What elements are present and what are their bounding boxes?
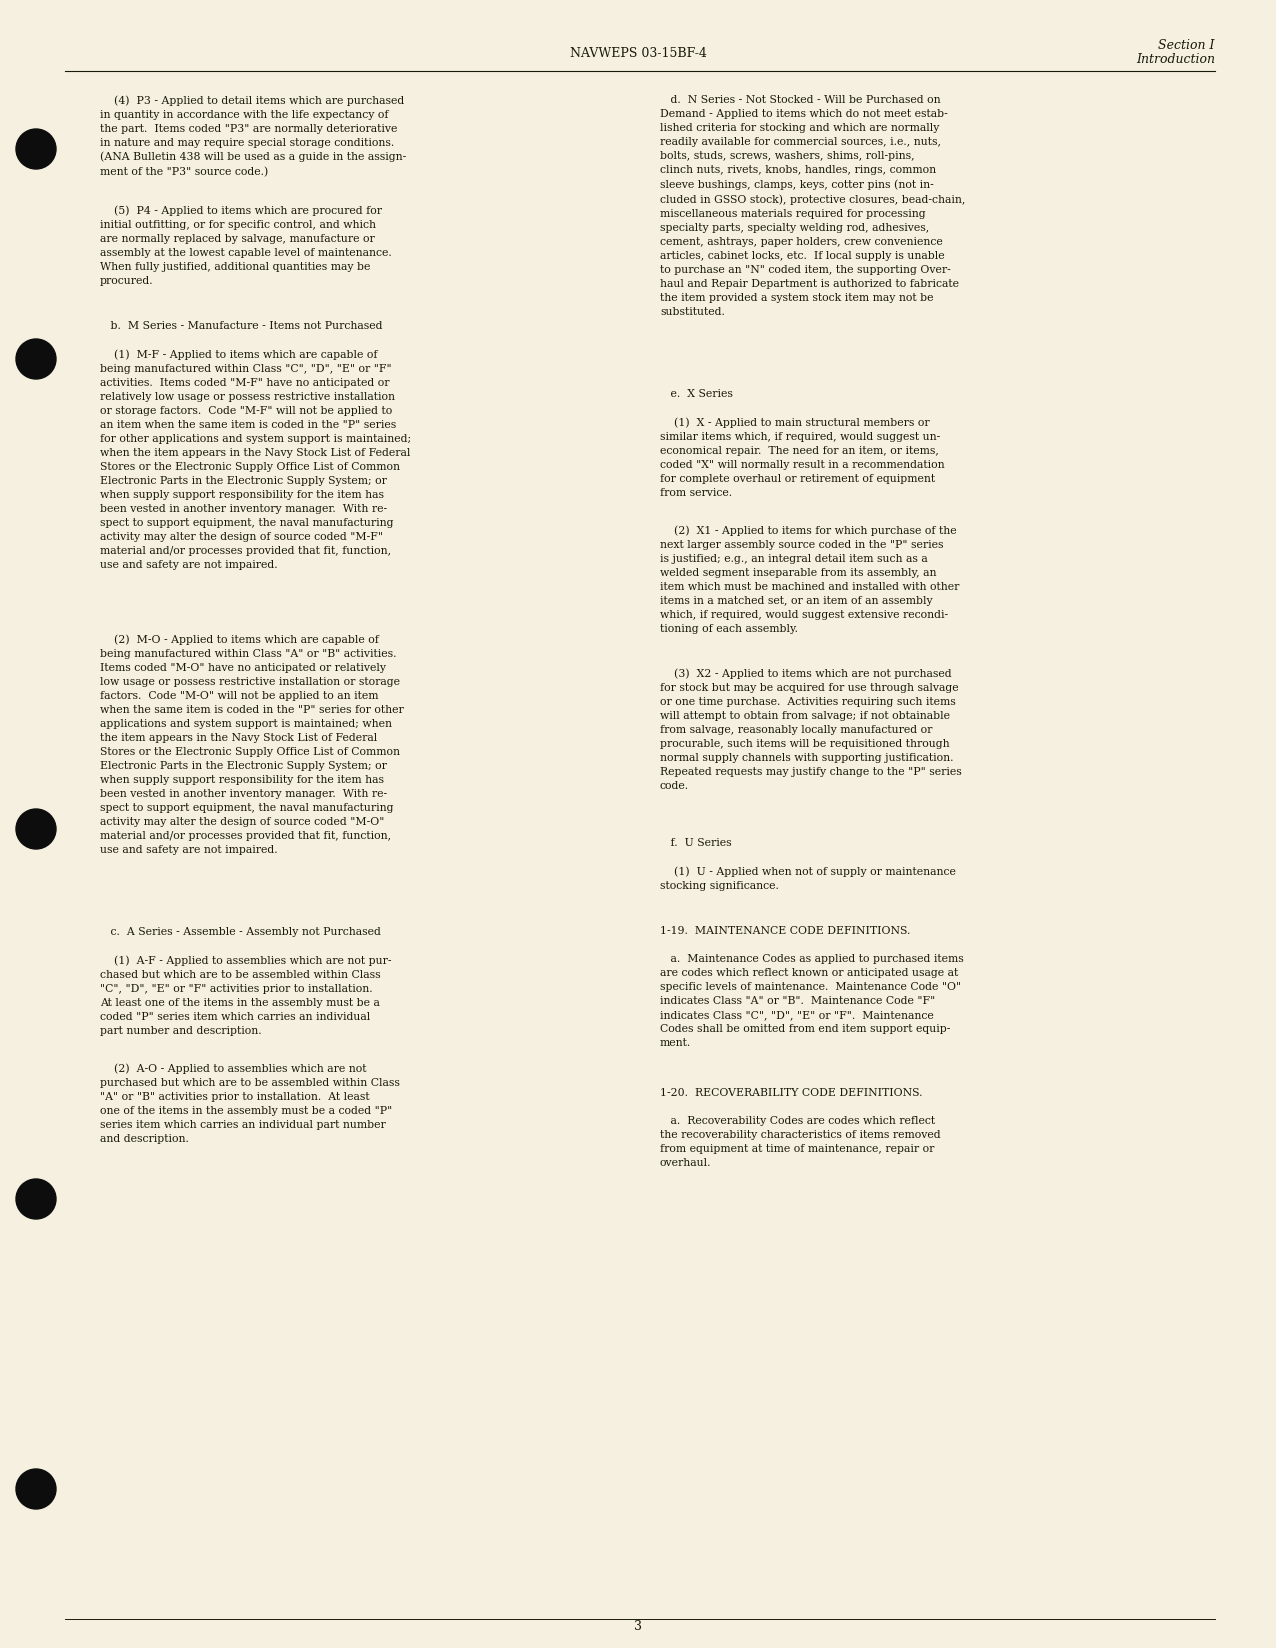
Text: c.  A Series - Assemble - Assembly not Purchased: c. A Series - Assemble - Assembly not Pu… xyxy=(100,926,380,936)
Circle shape xyxy=(17,130,56,170)
Text: a.  Recoverability Codes are codes which reflect
the recoverability characterist: a. Recoverability Codes are codes which … xyxy=(660,1116,940,1167)
Text: NAVWEPS 03-15BF-4: NAVWEPS 03-15BF-4 xyxy=(569,48,707,59)
Text: 1-19.  MAINTENANCE CODE DEFINITIONS.: 1-19. MAINTENANCE CODE DEFINITIONS. xyxy=(660,926,910,936)
Text: (5)  P4 - Applied to items which are procured for
initial outfitting, or for spe: (5) P4 - Applied to items which are proc… xyxy=(100,204,392,285)
Text: (2)  M-O - Applied to items which are capable of
being manufactured within Class: (2) M-O - Applied to items which are cap… xyxy=(100,633,403,854)
Text: (2)  X1 - Applied to items for which purchase of the
next larger assembly source: (2) X1 - Applied to items for which purc… xyxy=(660,524,960,633)
Circle shape xyxy=(17,1468,56,1510)
Text: a.  Maintenance Codes as applied to purchased items
are codes which reflect know: a. Maintenance Codes as applied to purch… xyxy=(660,954,963,1048)
Text: (1)  A-F - Applied to assemblies which are not pur-
chased but which are to be a: (1) A-F - Applied to assemblies which ar… xyxy=(100,954,392,1035)
Text: (1)  X - Applied to main structural members or
similar items which, if required,: (1) X - Applied to main structural membe… xyxy=(660,417,944,498)
Text: (3)  X2 - Applied to items which are not purchased
for stock but may be acquired: (3) X2 - Applied to items which are not … xyxy=(660,667,962,789)
Text: d.  N Series - Not Stocked - Will be Purchased on
Demand - Applied to items whic: d. N Series - Not Stocked - Will be Purc… xyxy=(660,96,966,316)
Circle shape xyxy=(17,809,56,849)
Text: e.  X Series: e. X Series xyxy=(660,389,732,399)
Text: 1-20.  RECOVERABILITY CODE DEFINITIONS.: 1-20. RECOVERABILITY CODE DEFINITIONS. xyxy=(660,1088,923,1098)
Text: Section I: Section I xyxy=(1159,40,1215,53)
Circle shape xyxy=(17,339,56,379)
Text: b.  M Series - Manufacture - Items not Purchased: b. M Series - Manufacture - Items not Pu… xyxy=(100,321,383,331)
Text: 3: 3 xyxy=(634,1618,642,1632)
Text: Introduction: Introduction xyxy=(1136,53,1215,66)
Text: (4)  P3 - Applied to detail items which are purchased
in quantity in accordance : (4) P3 - Applied to detail items which a… xyxy=(100,96,406,176)
Text: (2)  A-O - Applied to assemblies which are not
purchased but which are to be ass: (2) A-O - Applied to assemblies which ar… xyxy=(100,1063,399,1142)
Text: (1)  U - Applied when not of supply or maintenance
stocking significance.: (1) U - Applied when not of supply or ma… xyxy=(660,865,956,890)
Text: f.  U Series: f. U Series xyxy=(660,837,731,847)
Circle shape xyxy=(17,1180,56,1220)
Text: (1)  M-F - Applied to items which are capable of
being manufactured within Class: (1) M-F - Applied to items which are cap… xyxy=(100,349,411,569)
